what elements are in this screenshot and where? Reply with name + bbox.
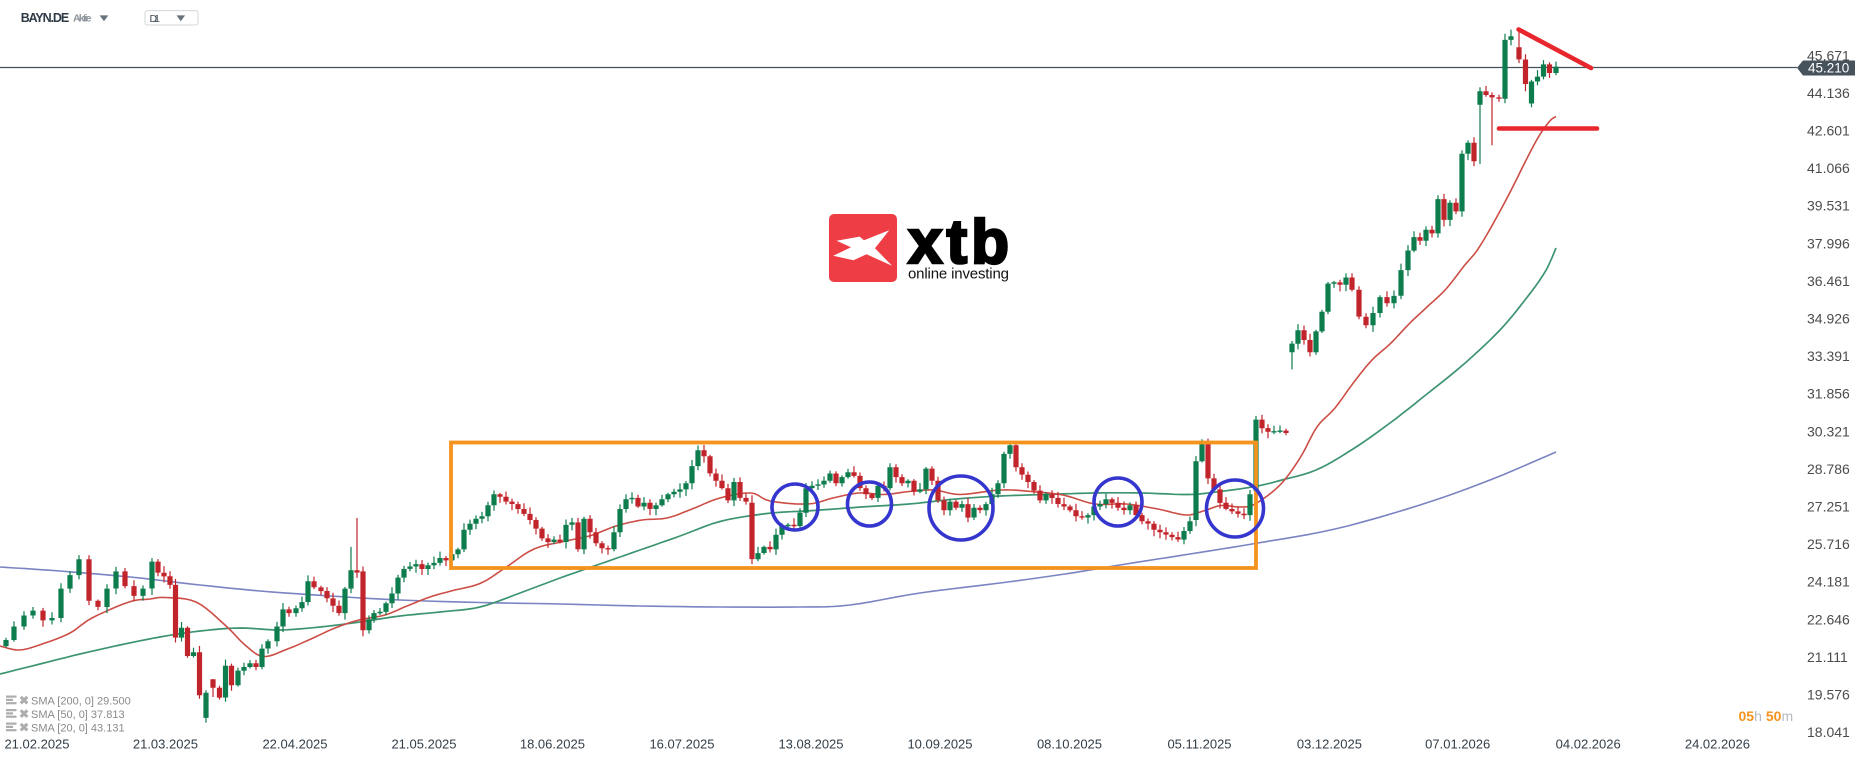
svg-text:18.06.2025: 18.06.2025 [520, 737, 585, 752]
svg-text:45.671: 45.671 [1807, 47, 1850, 63]
svg-text:08.10.2025: 08.10.2025 [1037, 737, 1102, 752]
svg-text:online investing: online investing [908, 266, 1009, 283]
svg-text:16.07.2025: 16.07.2025 [649, 737, 714, 752]
svg-text:21.05.2025: 21.05.2025 [391, 737, 456, 752]
svg-text:03.12.2025: 03.12.2025 [1297, 737, 1362, 752]
svg-text:✖: ✖ [19, 694, 29, 708]
svg-text:SMA [20, 0] 43.131: SMA [20, 0] 43.131 [31, 723, 125, 735]
svg-text:24.181: 24.181 [1807, 574, 1850, 590]
svg-text:21.02.2025: 21.02.2025 [4, 737, 69, 752]
svg-text:45.210: 45.210 [1808, 61, 1849, 76]
svg-text:21.111: 21.111 [1807, 649, 1848, 665]
svg-text:Aktie: Aktie [73, 13, 92, 25]
svg-text:13.08.2025: 13.08.2025 [778, 737, 843, 752]
svg-text:10.09.2025: 10.09.2025 [907, 737, 972, 752]
svg-text:33.391: 33.391 [1807, 348, 1850, 364]
svg-text:07.01.2026: 07.01.2026 [1425, 737, 1490, 752]
svg-text:37.996: 37.996 [1807, 235, 1850, 251]
svg-text:24.02.2026: 24.02.2026 [1685, 737, 1750, 752]
svg-text:39.531: 39.531 [1807, 198, 1850, 214]
svg-text:xtb: xtb [908, 208, 1009, 277]
svg-text:28.786: 28.786 [1807, 461, 1850, 477]
svg-text:31.856: 31.856 [1807, 386, 1850, 402]
svg-text:27.251: 27.251 [1807, 499, 1850, 515]
svg-text:05.11.2025: 05.11.2025 [1167, 737, 1231, 752]
svg-text:04.02.2026: 04.02.2026 [1556, 737, 1621, 752]
svg-text:41.066: 41.066 [1807, 160, 1850, 176]
svg-text:SMA [200, 0] 29.500: SMA [200, 0] 29.500 [31, 696, 131, 708]
svg-text:✖: ✖ [19, 707, 29, 721]
svg-text:SMA [50, 0] 37.813: SMA [50, 0] 37.813 [31, 709, 125, 721]
svg-text:19.576: 19.576 [1807, 687, 1850, 703]
svg-text:22.646: 22.646 [1807, 611, 1850, 627]
svg-text:36.461: 36.461 [1807, 273, 1850, 289]
svg-text:✖: ✖ [19, 721, 29, 735]
svg-text:34.926: 34.926 [1807, 311, 1850, 327]
svg-text:21.03.2025: 21.03.2025 [133, 737, 198, 752]
svg-text:18.041: 18.041 [1807, 724, 1850, 740]
svg-text:25.716: 25.716 [1807, 536, 1850, 552]
svg-text:30.321: 30.321 [1807, 423, 1850, 439]
svg-text:22.04.2025: 22.04.2025 [262, 737, 327, 752]
svg-text:BAYN.DE: BAYN.DE [21, 11, 69, 25]
svg-text:D1: D1 [150, 13, 161, 25]
svg-text:44.136: 44.136 [1807, 85, 1850, 101]
svg-text:42.601: 42.601 [1807, 123, 1850, 139]
